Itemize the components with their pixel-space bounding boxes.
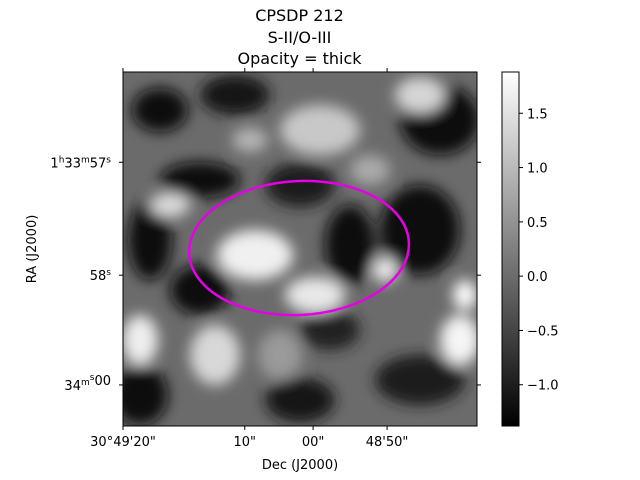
colorbar-tick-label: 0.5	[527, 216, 548, 231]
x-tick-label: 48'50"	[366, 435, 409, 450]
x-axis-label: Dec (J2000)	[262, 458, 338, 473]
plot-frame	[122, 71, 478, 427]
colorbar-tick-label: 0.0	[527, 270, 548, 285]
x-tick-label: 30°49'20"	[90, 435, 156, 450]
chart-title-line-3: Opacity = thick	[237, 49, 362, 68]
colorbar	[501, 71, 520, 427]
y-tick-label: 34ms00	[64, 373, 111, 394]
y-axis-label: RA (J2000)	[25, 215, 40, 284]
colorbar-tick-label: −0.5	[527, 324, 559, 339]
y-tick-label: 1h33m57s	[50, 155, 111, 171]
y-tick-label: 58s	[90, 268, 112, 284]
colorbar-tick-label: 1.0	[527, 162, 548, 177]
colorbar-ticks: −1.0 −0.5 0.0 0.5 1.0 1.5	[519, 107, 559, 394]
y-axis-ticks: 1h33m57s 58s 34ms00	[50, 155, 481, 394]
x-tick-label: 10"	[234, 435, 257, 450]
colorbar-tick-label: −1.0	[527, 379, 559, 394]
chart-title-line-1: CPSDP 212	[255, 6, 344, 25]
region-ellipse	[187, 179, 411, 317]
colorbar-tick-label: 1.5	[527, 107, 548, 122]
x-axis-ticks: 30°49'20" 10" 00" 48'50"	[90, 68, 408, 450]
x-tick-label: 00"	[302, 435, 325, 450]
intensity-map	[123, 72, 477, 426]
chart-title-line-2: S-II/O-III	[267, 28, 332, 47]
